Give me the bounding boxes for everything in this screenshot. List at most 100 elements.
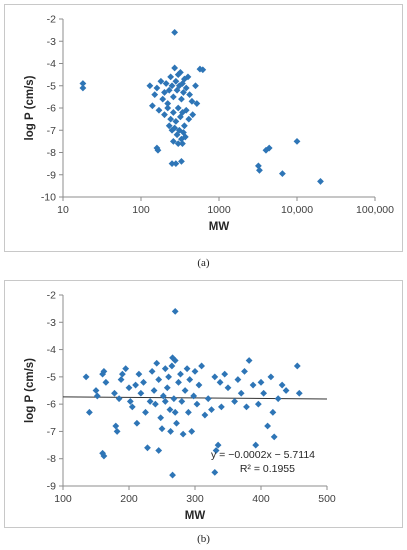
data-point <box>241 368 248 375</box>
data-point <box>293 362 301 370</box>
y-tick-label: -3 <box>47 317 56 329</box>
data-point <box>154 146 162 154</box>
data-point <box>193 100 201 107</box>
data-point <box>172 160 180 168</box>
data-point <box>113 428 121 435</box>
data-point <box>221 370 229 378</box>
data-point <box>161 398 169 405</box>
data-point <box>157 414 165 422</box>
y-axis-title: log P (cm/s) <box>24 358 36 423</box>
data-point <box>150 387 158 394</box>
y-tick-label: -9 <box>47 169 56 181</box>
data-point <box>93 392 101 400</box>
data-point <box>128 403 136 411</box>
data-point <box>111 389 118 397</box>
data-point <box>257 378 265 386</box>
data-point <box>256 166 263 174</box>
data-point <box>267 373 275 381</box>
data-point <box>99 449 106 457</box>
data-point <box>79 84 87 92</box>
data-point <box>265 144 273 152</box>
data-point <box>169 93 177 101</box>
data-point <box>196 65 204 73</box>
data-point <box>166 406 174 413</box>
data-point <box>146 398 154 405</box>
data-point <box>168 82 176 90</box>
data-point <box>172 117 180 125</box>
data-point <box>182 84 190 92</box>
data-point <box>189 111 197 119</box>
data-point <box>188 97 196 105</box>
x-tick-label: 100 <box>132 204 150 216</box>
data-point <box>115 395 123 403</box>
data-point <box>180 122 188 130</box>
data-point <box>135 370 143 378</box>
x-axis-title: MW <box>185 510 206 522</box>
data-point <box>179 430 187 438</box>
data-point <box>193 400 201 408</box>
data-point <box>79 80 87 87</box>
data-point <box>151 91 159 99</box>
data-point <box>224 384 232 392</box>
data-point <box>137 389 145 397</box>
data-point <box>170 395 178 403</box>
data-point <box>155 376 163 383</box>
data-point <box>179 80 186 87</box>
scatter-chart-b: -9 -8 -7 -6 -5 -4 -3 -2 100 200 300 400 500 MW log P (… <box>24 290 336 523</box>
data-point <box>199 66 207 74</box>
data-point <box>191 368 199 375</box>
x-tick-label: 300 <box>186 493 204 505</box>
data-point <box>180 89 187 96</box>
data-point <box>184 73 192 81</box>
data-point <box>264 422 271 430</box>
y-tick-label: -2 <box>47 14 56 26</box>
data-point <box>169 137 177 145</box>
data-point <box>168 362 176 370</box>
data-point <box>174 71 182 79</box>
data-point <box>155 106 163 114</box>
data-point <box>237 389 245 397</box>
data-point <box>174 104 182 112</box>
y-tick-label: -7 <box>47 426 56 438</box>
data-point <box>86 408 93 416</box>
y-axis-title: log P (cm/s) <box>24 75 36 140</box>
data-point <box>249 381 257 389</box>
data-point <box>180 129 187 136</box>
data-point <box>269 408 277 416</box>
data-point <box>117 376 125 383</box>
data-point <box>161 111 168 119</box>
data-point <box>153 359 161 367</box>
data-point <box>188 428 196 435</box>
data-point <box>157 77 165 85</box>
data-point <box>218 403 225 411</box>
data-point <box>274 395 282 403</box>
data-point <box>161 89 168 96</box>
data-point <box>201 411 209 419</box>
data-point <box>161 365 169 373</box>
data-point <box>282 387 290 394</box>
y-tick-label: -6 <box>47 399 56 411</box>
data-point <box>181 133 189 141</box>
y-tick-label: -4 <box>47 58 56 70</box>
data-point <box>279 170 286 178</box>
data-point <box>234 376 242 383</box>
data-point <box>159 392 167 400</box>
data-point <box>195 381 203 389</box>
data-point <box>148 102 156 110</box>
y-tick-label: -7 <box>47 125 56 137</box>
x-tick-label: 200 <box>120 493 138 505</box>
x-tick-label: 1000 <box>207 204 231 216</box>
data-point <box>178 398 186 405</box>
data-point <box>293 137 301 145</box>
data-point <box>162 80 170 87</box>
data-point <box>165 122 173 130</box>
x-tick-label: 10,000 <box>281 204 313 216</box>
x-tick-label: 400 <box>252 493 270 505</box>
data-point <box>181 387 189 394</box>
x-tick-label: 10 <box>57 204 69 216</box>
data-point <box>245 357 253 364</box>
y-tick-label: -2 <box>47 290 56 302</box>
data-point <box>112 422 120 430</box>
data-point <box>198 362 205 370</box>
data-point <box>100 452 108 460</box>
